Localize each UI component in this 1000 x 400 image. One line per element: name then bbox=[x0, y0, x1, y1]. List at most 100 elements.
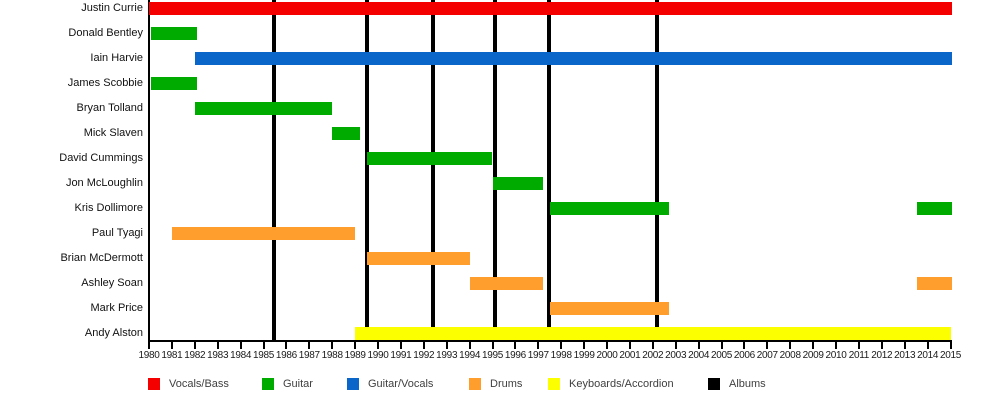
year-label: 1987 bbox=[298, 350, 320, 361]
axis-tick bbox=[331, 341, 334, 349]
axis-tick bbox=[193, 341, 196, 349]
member-label: Andy Alston bbox=[84, 327, 143, 339]
member-label: Bryan Tolland bbox=[76, 102, 143, 114]
axis-tick bbox=[308, 341, 311, 349]
year-label: 1988 bbox=[321, 350, 343, 361]
axis-tick bbox=[903, 341, 906, 349]
album-release-line bbox=[546, 0, 551, 340]
member-tenure-bar bbox=[917, 201, 952, 215]
year-label: 2013 bbox=[894, 350, 916, 361]
album-release-line bbox=[492, 0, 497, 340]
year-label: 1992 bbox=[413, 350, 435, 361]
axis-tick bbox=[674, 341, 677, 349]
axis-tick bbox=[148, 341, 150, 349]
member-tenure-bar bbox=[151, 26, 198, 40]
axis-tick bbox=[628, 341, 631, 349]
legend-label: Albums bbox=[729, 378, 766, 390]
legend-label: Guitar bbox=[283, 378, 313, 390]
axis-tick bbox=[697, 341, 700, 349]
legend-swatch-albums bbox=[708, 378, 720, 390]
year-label: 1986 bbox=[275, 350, 297, 361]
album-release-line bbox=[364, 0, 369, 340]
year-label: 2007 bbox=[756, 350, 778, 361]
year-label: 2009 bbox=[802, 350, 824, 361]
axis-tick bbox=[354, 341, 357, 349]
member-tenure-bar bbox=[151, 76, 198, 90]
axis-tick bbox=[560, 341, 563, 349]
legend-label: Drums bbox=[490, 378, 523, 390]
year-label: 2005 bbox=[710, 350, 733, 361]
axis-tick bbox=[537, 341, 540, 349]
year-label: 2010 bbox=[825, 350, 847, 361]
year-label: 2001 bbox=[619, 350, 641, 361]
axis-tick bbox=[812, 341, 815, 349]
member-tenure-bar bbox=[366, 151, 493, 165]
legend-swatch-vocals-bass bbox=[148, 378, 160, 390]
axis-tick bbox=[468, 341, 471, 349]
year-label: 1998 bbox=[550, 350, 572, 361]
axis-tick bbox=[514, 341, 517, 349]
year-label: 2000 bbox=[596, 350, 618, 361]
album-release-line bbox=[430, 0, 435, 340]
year-label: 1995 bbox=[481, 350, 504, 361]
y-axis bbox=[148, 0, 150, 342]
member-tenure-bar bbox=[332, 126, 360, 140]
member-tenure-bar bbox=[171, 226, 356, 240]
axis-tick bbox=[651, 341, 654, 349]
member-tenure-bar bbox=[549, 301, 669, 315]
legend-label: Keyboards/Accordion bbox=[569, 378, 674, 390]
member-label: Brian McDermott bbox=[60, 252, 143, 264]
axis-tick bbox=[445, 341, 448, 349]
axis-tick bbox=[880, 341, 883, 349]
axis-tick bbox=[857, 341, 860, 349]
album-release-line bbox=[271, 0, 276, 340]
member-tenure-bar bbox=[366, 251, 470, 265]
member-tenure-bar bbox=[492, 176, 543, 190]
member-tenure-bar bbox=[194, 101, 333, 115]
year-label: 2008 bbox=[779, 350, 801, 361]
axis-tick bbox=[743, 341, 746, 349]
year-label: 2015 bbox=[939, 350, 962, 361]
axis-tick bbox=[285, 341, 288, 349]
year-label: 1996 bbox=[504, 350, 526, 361]
axis-tick bbox=[926, 341, 929, 349]
axis-tick bbox=[789, 341, 792, 349]
member-tenure-bar bbox=[549, 201, 669, 215]
axis-tick bbox=[170, 341, 173, 349]
member-tenure-bar bbox=[469, 276, 543, 290]
album-release-line bbox=[655, 0, 660, 340]
year-label: 2012 bbox=[871, 350, 893, 361]
axis-tick bbox=[491, 341, 494, 349]
year-label: 2003 bbox=[665, 350, 687, 361]
legend-swatch-keyboards-accordion bbox=[548, 378, 560, 390]
axis-tick bbox=[949, 341, 952, 349]
axis-tick bbox=[422, 341, 425, 349]
year-label: 1985 bbox=[252, 350, 275, 361]
year-label: 2006 bbox=[733, 350, 755, 361]
year-label: 1990 bbox=[367, 350, 389, 361]
year-label: 1994 bbox=[459, 350, 481, 361]
member-label: David Cummings bbox=[59, 152, 143, 164]
legend-swatch-guitar-vocals bbox=[347, 378, 359, 390]
axis-tick bbox=[720, 341, 723, 349]
year-label: 2004 bbox=[688, 350, 710, 361]
legend-label: Guitar/Vocals bbox=[368, 378, 434, 390]
legend-swatch-guitar bbox=[262, 378, 274, 390]
year-label: 1981 bbox=[161, 350, 183, 361]
axis-tick bbox=[377, 341, 379, 349]
year-label: 1991 bbox=[390, 350, 412, 361]
x-axis bbox=[148, 340, 952, 342]
year-label: 1989 bbox=[344, 350, 366, 361]
year-label: 2002 bbox=[642, 350, 664, 361]
member-label: Mark Price bbox=[90, 302, 143, 314]
member-label: Justin Currie bbox=[81, 2, 143, 14]
year-label: 1982 bbox=[184, 350, 206, 361]
year-label: 1984 bbox=[230, 350, 252, 361]
axis-tick bbox=[399, 341, 402, 349]
year-label: 1993 bbox=[436, 350, 458, 361]
member-label: Ashley Soan bbox=[81, 277, 143, 289]
member-label: James Scobbie bbox=[67, 77, 143, 89]
member-label: Jon McLoughlin bbox=[65, 177, 143, 189]
year-label: 2011 bbox=[848, 350, 870, 361]
